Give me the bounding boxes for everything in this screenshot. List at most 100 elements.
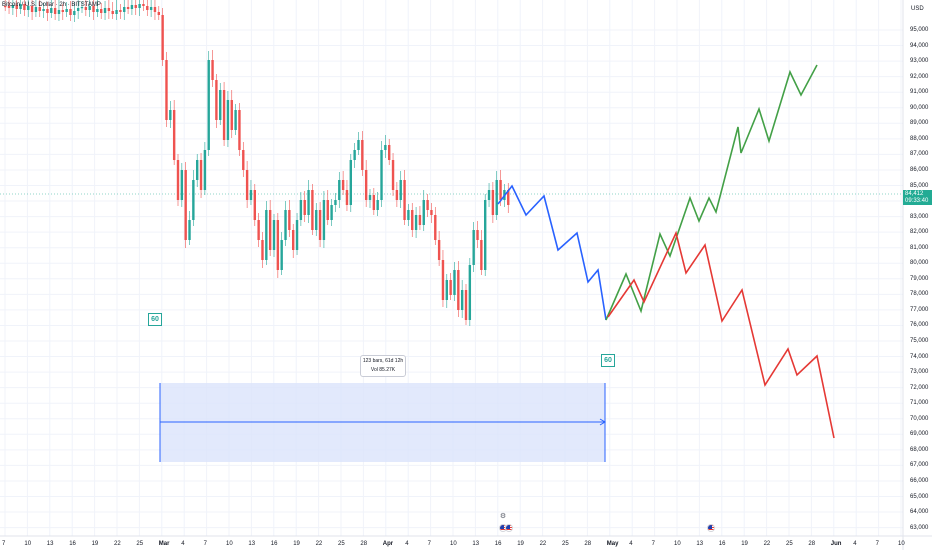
price-tick-label: 68,000 (910, 446, 929, 453)
economic-event-icon[interactable]: ⚙ (499, 513, 507, 520)
bar-countdown: 09:33:40 (905, 198, 929, 204)
candle-body (491, 190, 495, 215)
price-tick-label: 81,000 (910, 244, 929, 251)
time-tick-label: 22 (114, 541, 121, 547)
candle-body (172, 110, 176, 160)
candle-body (330, 205, 333, 220)
time-tick-label: 13 (248, 541, 256, 547)
candle-body (380, 150, 383, 200)
candle-body (165, 60, 168, 120)
candle-body (226, 100, 230, 140)
candle-body (153, 7, 157, 12)
candle-body (507, 190, 510, 205)
price-tick-label: 87,000 (910, 151, 929, 158)
currency-label[interactable]: USD (911, 6, 924, 12)
candle-body (115, 10, 118, 14)
candle-body (234, 110, 237, 130)
candle-body (303, 200, 306, 215)
current-price-tag: 84,412 09:33:40 (903, 190, 932, 205)
candle-body (388, 145, 391, 160)
price-tick-label: 90,000 (910, 104, 929, 111)
candle-body (311, 190, 314, 230)
candle-body (345, 190, 349, 205)
time-tick-label: 16 (494, 541, 502, 547)
time-tick-label: 19 (293, 541, 300, 547)
candle-body (130, 5, 134, 9)
price-tick-label: 65,000 (910, 493, 929, 500)
candle-body (326, 200, 329, 220)
candle-body (180, 170, 184, 200)
symbol-header[interactable]: Bitcoin / U.S. Dollar · 2h · BITSTAMP (2, 2, 101, 8)
candle-body (107, 8, 111, 11)
candle-body (307, 190, 310, 215)
candle-body (142, 4, 145, 6)
candle-body (468, 265, 472, 320)
candle-body (161, 15, 164, 60)
candle-body (84, 7, 88, 10)
candle-body (261, 240, 264, 260)
candle-body (391, 160, 395, 190)
candle-body (372, 195, 376, 210)
projection-path-green[interactable] (605, 64, 818, 321)
candle-body (215, 80, 218, 120)
candle-body (203, 150, 207, 190)
current-price-value: 84,412 (905, 191, 924, 197)
candle-body (353, 150, 356, 160)
candle-body (292, 230, 295, 250)
candle-body (76, 8, 80, 11)
candle-body (38, 7, 41, 11)
candle-body (23, 4, 26, 10)
time-tick-label: 7 (427, 541, 431, 547)
time-tick-label: 22 (539, 541, 547, 547)
candle-body (418, 215, 422, 225)
us-flag-icon[interactable] (505, 524, 513, 532)
candle-body (92, 6, 95, 12)
candle-body (464, 290, 468, 320)
candle-body (434, 215, 437, 240)
time-tick-label: 25 (136, 541, 144, 547)
count-badge-right[interactable]: 60 (601, 354, 615, 367)
price-tick-label: 78,000 (910, 291, 929, 298)
candle-body (53, 8, 57, 14)
candle-body (103, 8, 107, 13)
candle-body (176, 160, 180, 200)
count-badge-left[interactable]: 60 (148, 313, 162, 326)
price-tick-label: 85,000 (910, 182, 929, 189)
projection-path-blue[interactable] (497, 184, 607, 321)
time-tick-label: 7 (651, 541, 655, 547)
candle-body (403, 180, 406, 220)
time-tick-label: 10 (226, 541, 233, 547)
time-tick-label: 28 (808, 541, 816, 547)
candle-body (157, 12, 160, 15)
candle-body (65, 9, 68, 12)
candle-body (399, 180, 402, 200)
candle-body (426, 200, 429, 210)
time-tick-label: 4 (629, 541, 633, 547)
candle-body (341, 180, 345, 190)
time-tick-label: May (606, 541, 619, 547)
candle-body (453, 270, 456, 295)
projection-path-red[interactable] (607, 230, 835, 439)
date-range-arrow-head (599, 418, 606, 426)
price-tick-label: 71,000 (910, 400, 929, 407)
price-tick-label: 79,000 (910, 275, 929, 282)
candle-body (80, 7, 84, 9)
price-tick-label: 94,000 (910, 42, 929, 49)
time-tick-label: 13 (472, 541, 480, 547)
time-tick-label: 22 (315, 541, 323, 547)
price-tick-label: 76,000 (910, 322, 929, 329)
price-tick-label: 73,000 (910, 369, 929, 376)
candle-body (295, 220, 299, 250)
candle-body (245, 170, 249, 200)
time-tick-label: 13 (46, 541, 54, 547)
time-tick-label: 4 (405, 541, 409, 547)
candle-body (480, 240, 483, 270)
candle-body (57, 10, 61, 14)
us-flag-icon[interactable] (707, 524, 715, 532)
candle-body (299, 200, 303, 220)
time-tick-label: 19 (517, 541, 524, 547)
candle-body (411, 210, 414, 230)
time-tick-label: 25 (562, 541, 569, 547)
